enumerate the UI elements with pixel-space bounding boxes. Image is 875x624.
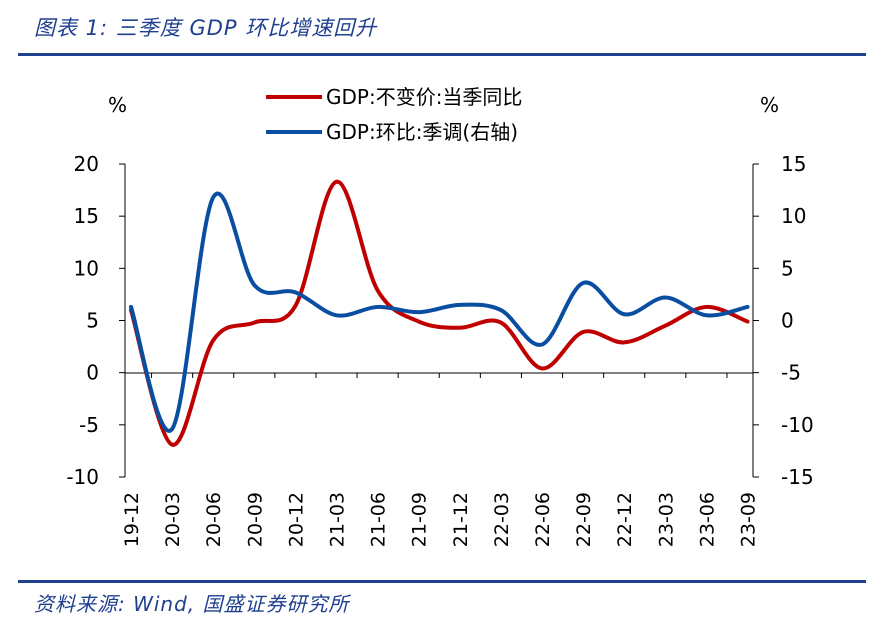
x-tick-label: 22-03 [491, 492, 513, 547]
bottom-rule [18, 580, 866, 583]
series-line-yoy [129, 179, 750, 447]
x-tick-label: 23-06 [696, 492, 718, 547]
x-tick-label: 22-09 [573, 492, 595, 547]
left-tick-label: 0 [86, 361, 99, 385]
left-tick-label: 5 [86, 309, 99, 333]
left-tick-label: 10 [74, 256, 99, 280]
right-tick-label: 0 [781, 309, 794, 333]
x-tick-label: 22-12 [614, 492, 636, 547]
legend-label-yoy: GDP:不变价:当季同比 [326, 85, 522, 109]
chart-axes: -10 -5 0 5 10 15 20 -15 -10 -5 0 5 10 15% % 19-12 20-03 2… [66, 93, 813, 547]
legend-label-qoq: GDP:环比:季调(右轴) [326, 120, 518, 144]
x-tick-label: 21-09 [409, 492, 431, 547]
right-tick-label: 15 [781, 152, 806, 176]
right-axis-unit: % [760, 93, 779, 117]
source-note: 资料来源: Wind, 国盛证券研究所 [34, 592, 350, 616]
right-tick-label: 10 [781, 204, 806, 228]
x-tick-label: 20-03 [162, 492, 184, 547]
x-tick-label: 22-06 [532, 492, 554, 547]
x-tick-label: 21-06 [368, 492, 390, 547]
right-tick-label: -5 [781, 361, 801, 385]
x-tick-label: 23-09 [738, 492, 760, 547]
left-tick-label: -5 [79, 413, 99, 437]
left-axis-unit: % [108, 93, 127, 117]
x-tick-label: 20-12 [285, 492, 307, 547]
x-tick-label: 20-09 [244, 492, 266, 547]
x-tick-label: 23-03 [655, 492, 677, 547]
x-tick-label: 21-12 [450, 492, 472, 547]
chart-lines [129, 179, 750, 447]
figure-caption: 图表 1: 三季度 GDP 环比增速回升 [34, 16, 378, 40]
right-tick-label: -10 [781, 413, 814, 437]
left-tick-label: 15 [74, 204, 99, 228]
chart-legend: GDP:不变价:当季同比 GDP:环比:季调(右轴) [266, 85, 522, 144]
left-tick-label: -10 [66, 465, 99, 489]
x-tick-label: 21-03 [327, 492, 349, 547]
right-tick-label: -15 [781, 465, 814, 489]
series-line-qoq [129, 191, 750, 433]
left-tick-label: 20 [74, 152, 99, 176]
right-tick-label: 5 [781, 256, 794, 280]
top-rule [18, 53, 866, 56]
x-tick-label: 20-06 [203, 492, 225, 547]
x-tick-label: 19-12 [121, 492, 143, 547]
